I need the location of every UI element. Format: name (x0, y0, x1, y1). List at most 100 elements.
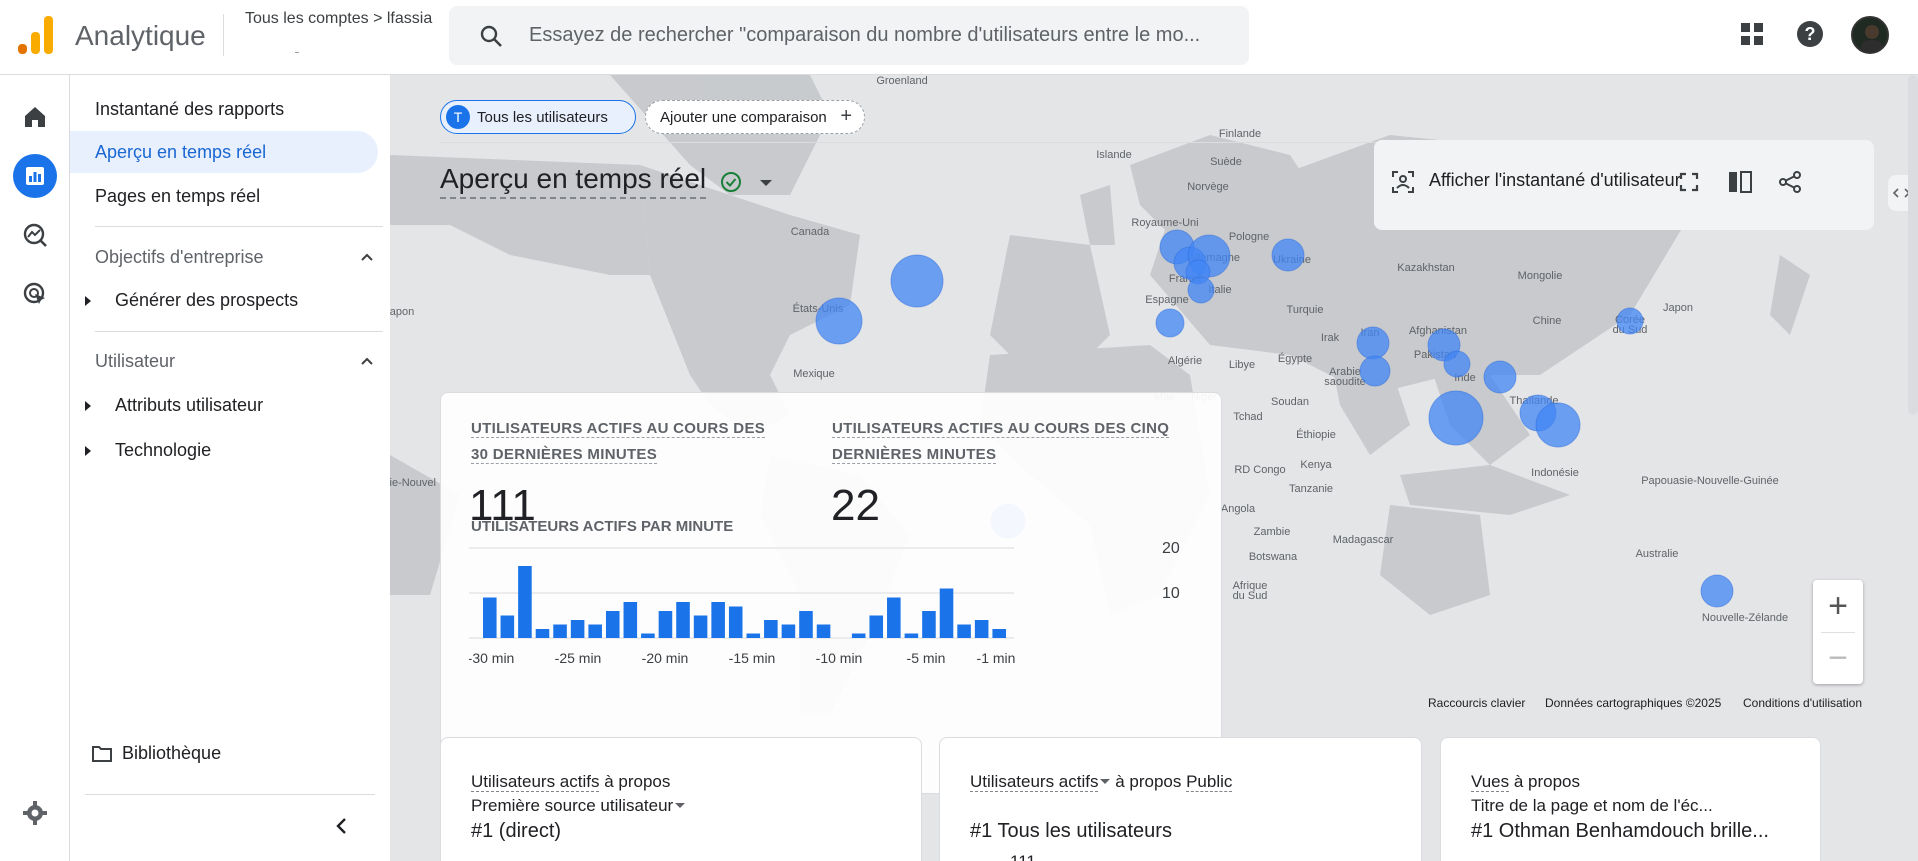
breadcrumb-property[interactable]: lfassia (386, 10, 433, 27)
card-active-users-by-audience[interactable]: Utilisateurs actifs à propos Public #1 T… (939, 737, 1422, 861)
chart-bar[interactable] (746, 633, 761, 639)
svg-text:Papouasie-Nouvelle-Guinée: Papouasie-Nouvelle-Guinée (1641, 475, 1779, 487)
chart-bar[interactable] (535, 629, 550, 638)
card-title[interactable]: Utilisateurs actifs à propos (471, 772, 670, 792)
card-views-by-page[interactable]: Vues à propos Titre de la page et nom de… (1440, 737, 1821, 861)
chart-bar[interactable] (922, 611, 936, 638)
nav-item-technology[interactable]: Technologie (70, 440, 370, 461)
title-dropdown-icon[interactable] (760, 180, 772, 186)
nav-section-label: Utilisateur (95, 351, 176, 371)
chart-bar[interactable] (764, 620, 778, 638)
chart-bar[interactable] (869, 615, 884, 639)
chart-bar[interactable] (483, 597, 497, 639)
card-metric[interactable]: Vues (1471, 772, 1510, 792)
home-icon[interactable] (13, 95, 57, 139)
chart-bar[interactable] (992, 629, 1006, 638)
chart-bar[interactable] (781, 624, 796, 639)
nav-item-generate-leads[interactable]: Générer des prospects (70, 290, 370, 311)
chart-bar[interactable] (658, 611, 673, 638)
nav-section-business-objectives[interactable]: Objectifs d'entreprise (95, 247, 375, 268)
nav-item-library[interactable]: Bibliothèque (92, 743, 221, 767)
user-snapshot-icon[interactable] (1391, 170, 1415, 199)
compare-columns-icon[interactable] (1727, 170, 1753, 199)
x-tick-label: -20 min (642, 650, 689, 666)
chart-bar[interactable] (588, 624, 602, 639)
status-check-icon[interactable] (720, 171, 742, 198)
card-title[interactable]: Vues à propos (1471, 772, 1580, 792)
search-bar[interactable] (449, 6, 1249, 65)
chevron-up-icon[interactable] (359, 249, 375, 270)
account-avatar[interactable] (1851, 16, 1889, 54)
x-tick-label: -1 min (977, 650, 1016, 666)
chart-bar[interactable] (799, 611, 813, 638)
card-dimension[interactable]: Public (1186, 772, 1233, 792)
chart-bar[interactable] (676, 602, 690, 638)
snapshot-toolbar: Afficher l'instantané d'utilisateur (1374, 140, 1874, 230)
chart-bar[interactable] (693, 615, 708, 639)
chart-bar[interactable] (500, 615, 515, 639)
nav-item-realtime-pages[interactable]: Pages en temps réel (95, 186, 261, 206)
breadcrumb[interactable]: Tous les comptes > lfassia (245, 10, 432, 28)
reports-icon[interactable] (13, 154, 57, 198)
page-title[interactable]: Aperçu en temps réel (440, 163, 707, 199)
chevron-up-icon[interactable] (359, 353, 375, 374)
card-metric[interactable]: Utilisateurs actifs (471, 772, 600, 792)
chart-bar[interactable] (518, 566, 532, 638)
nav-item-user-attributes[interactable]: Attributs utilisateur (70, 395, 370, 416)
card-metric[interactable]: Utilisateurs actifs (970, 772, 1099, 792)
breadcrumb-accounts[interactable]: Tous les comptes (245, 10, 369, 27)
card-active-users-by-source[interactable]: Utilisateurs actifs à propos Première so… (440, 737, 922, 861)
top-rank-row: #1 Tous les utilisateurs (970, 820, 1172, 842)
keyboard-shortcuts-link[interactable]: Raccourcis clavier (1428, 696, 1526, 710)
explore-icon[interactable] (13, 213, 57, 257)
chart-bar[interactable] (605, 611, 620, 638)
svg-text:Arabie: Arabie (1329, 366, 1361, 378)
view-user-snapshot-button[interactable]: Afficher l'instantané d'utilisateur (1429, 170, 1681, 190)
expand-arrow-icon (85, 401, 91, 411)
nav-item-realtime-overview[interactable]: Aperçu en temps réel (70, 131, 378, 173)
collapse-chevron-left-icon[interactable] (334, 816, 350, 841)
nav-item-reports-snapshot[interactable]: Instantané des rapports (95, 99, 285, 119)
search-input[interactable] (529, 6, 1239, 65)
add-comparison-button[interactable]: Ajouter une comparaison + (645, 100, 865, 134)
nav-section-user[interactable]: Utilisateur (95, 351, 375, 372)
label-line: UTILISATEURS ACTIFS AU COURS DES (471, 420, 766, 438)
fullscreen-icon[interactable] (1678, 171, 1700, 198)
chart-bar[interactable] (641, 633, 655, 639)
svg-text:Chine: Chine (1533, 315, 1562, 327)
chart-bar[interactable] (851, 633, 866, 639)
dimension-selector[interactable]: Première source utilisateur (471, 796, 686, 816)
chart-bar[interactable] (904, 633, 919, 639)
apps-grid-icon[interactable] (1736, 18, 1768, 50)
nav-divider (95, 331, 383, 332)
settings-gear-icon[interactable] (13, 791, 57, 835)
active-users-30min-label[interactable]: UTILISATEURS ACTIFS AU COURS DES 30 DERN… (471, 416, 766, 468)
chart-bar[interactable] (974, 620, 989, 638)
all-users-chip[interactable]: T Tous les utilisateurs (440, 100, 636, 134)
help-icon[interactable]: ? (1794, 18, 1826, 50)
card-title[interactable]: Utilisateurs actifs à propos Public (970, 772, 1233, 792)
nav-divider (95, 226, 383, 227)
nav-item-label: Générer des prospects (115, 290, 299, 310)
chart-bar[interactable] (957, 624, 971, 639)
terms-of-use-link[interactable]: Conditions d'utilisation (1743, 696, 1863, 710)
share-icon[interactable] (1778, 170, 1802, 199)
analytics-logo-icon[interactable] (18, 16, 54, 54)
chart-bar[interactable] (570, 620, 585, 638)
dimension-label[interactable]: Titre de la page et nom de l'éc... (1471, 796, 1713, 816)
page-scrollbar[interactable] (1908, 75, 1918, 415)
nav-divider (85, 794, 375, 795)
zoom-in-icon[interactable]: + (1828, 587, 1848, 625)
y-tick-label: 20 (1162, 540, 1180, 557)
chart-bar[interactable] (728, 606, 743, 639)
active-users-per-minute-chart[interactable]: 20 10 -30 min -25 min -20 min -15 min -10 min -… (469, 538, 1199, 678)
active-users-5min-label[interactable]: UTILISATEURS ACTIFS AU COURS DES CINQ DE… (832, 416, 1170, 468)
chart-bar[interactable] (623, 602, 638, 638)
zoom-out-icon[interactable]: − (1828, 639, 1848, 677)
chart-bar[interactable] (816, 624, 831, 639)
advertising-icon[interactable] (13, 272, 57, 316)
chart-bar[interactable] (887, 597, 901, 639)
chart-bar[interactable] (711, 602, 725, 638)
chart-bar[interactable] (553, 624, 567, 639)
chart-bar[interactable] (939, 588, 954, 639)
